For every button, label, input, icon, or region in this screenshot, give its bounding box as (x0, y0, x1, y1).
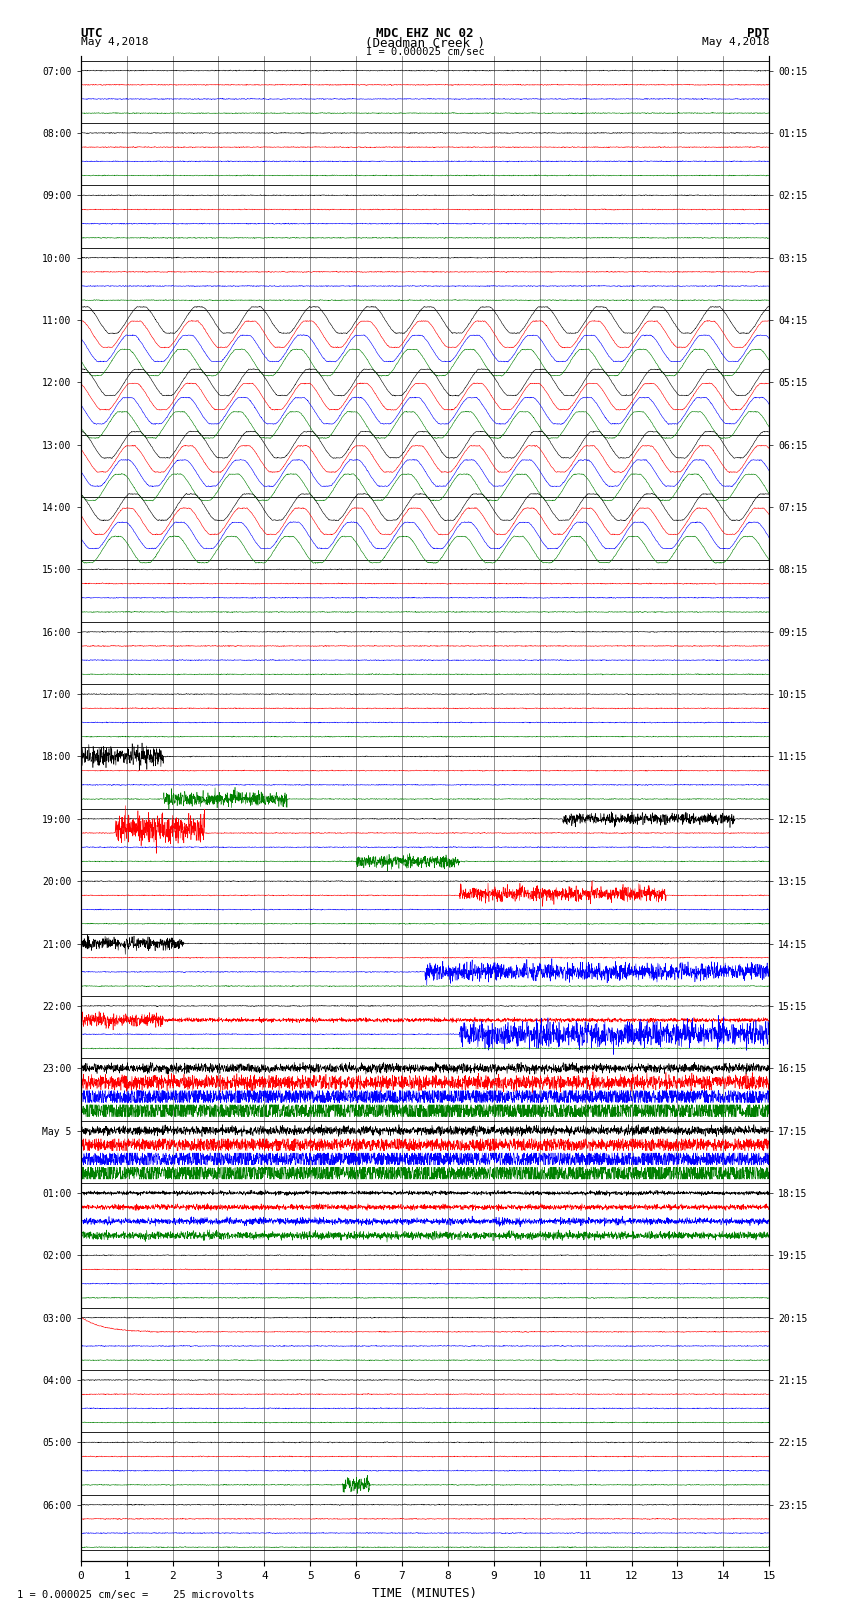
Text: May 4,2018: May 4,2018 (81, 37, 148, 47)
Text: 1 = 0.000025 cm/sec =    25 microvolts: 1 = 0.000025 cm/sec = 25 microvolts (17, 1590, 254, 1600)
X-axis label: TIME (MINUTES): TIME (MINUTES) (372, 1587, 478, 1600)
Text: PDT: PDT (747, 27, 769, 40)
Text: MDC EHZ NC 02: MDC EHZ NC 02 (377, 27, 473, 40)
Text: I = 0.000025 cm/sec: I = 0.000025 cm/sec (366, 47, 484, 56)
Text: (Deadman Creek ): (Deadman Creek ) (365, 37, 485, 50)
Text: UTC: UTC (81, 27, 103, 40)
Text: May 4,2018: May 4,2018 (702, 37, 769, 47)
